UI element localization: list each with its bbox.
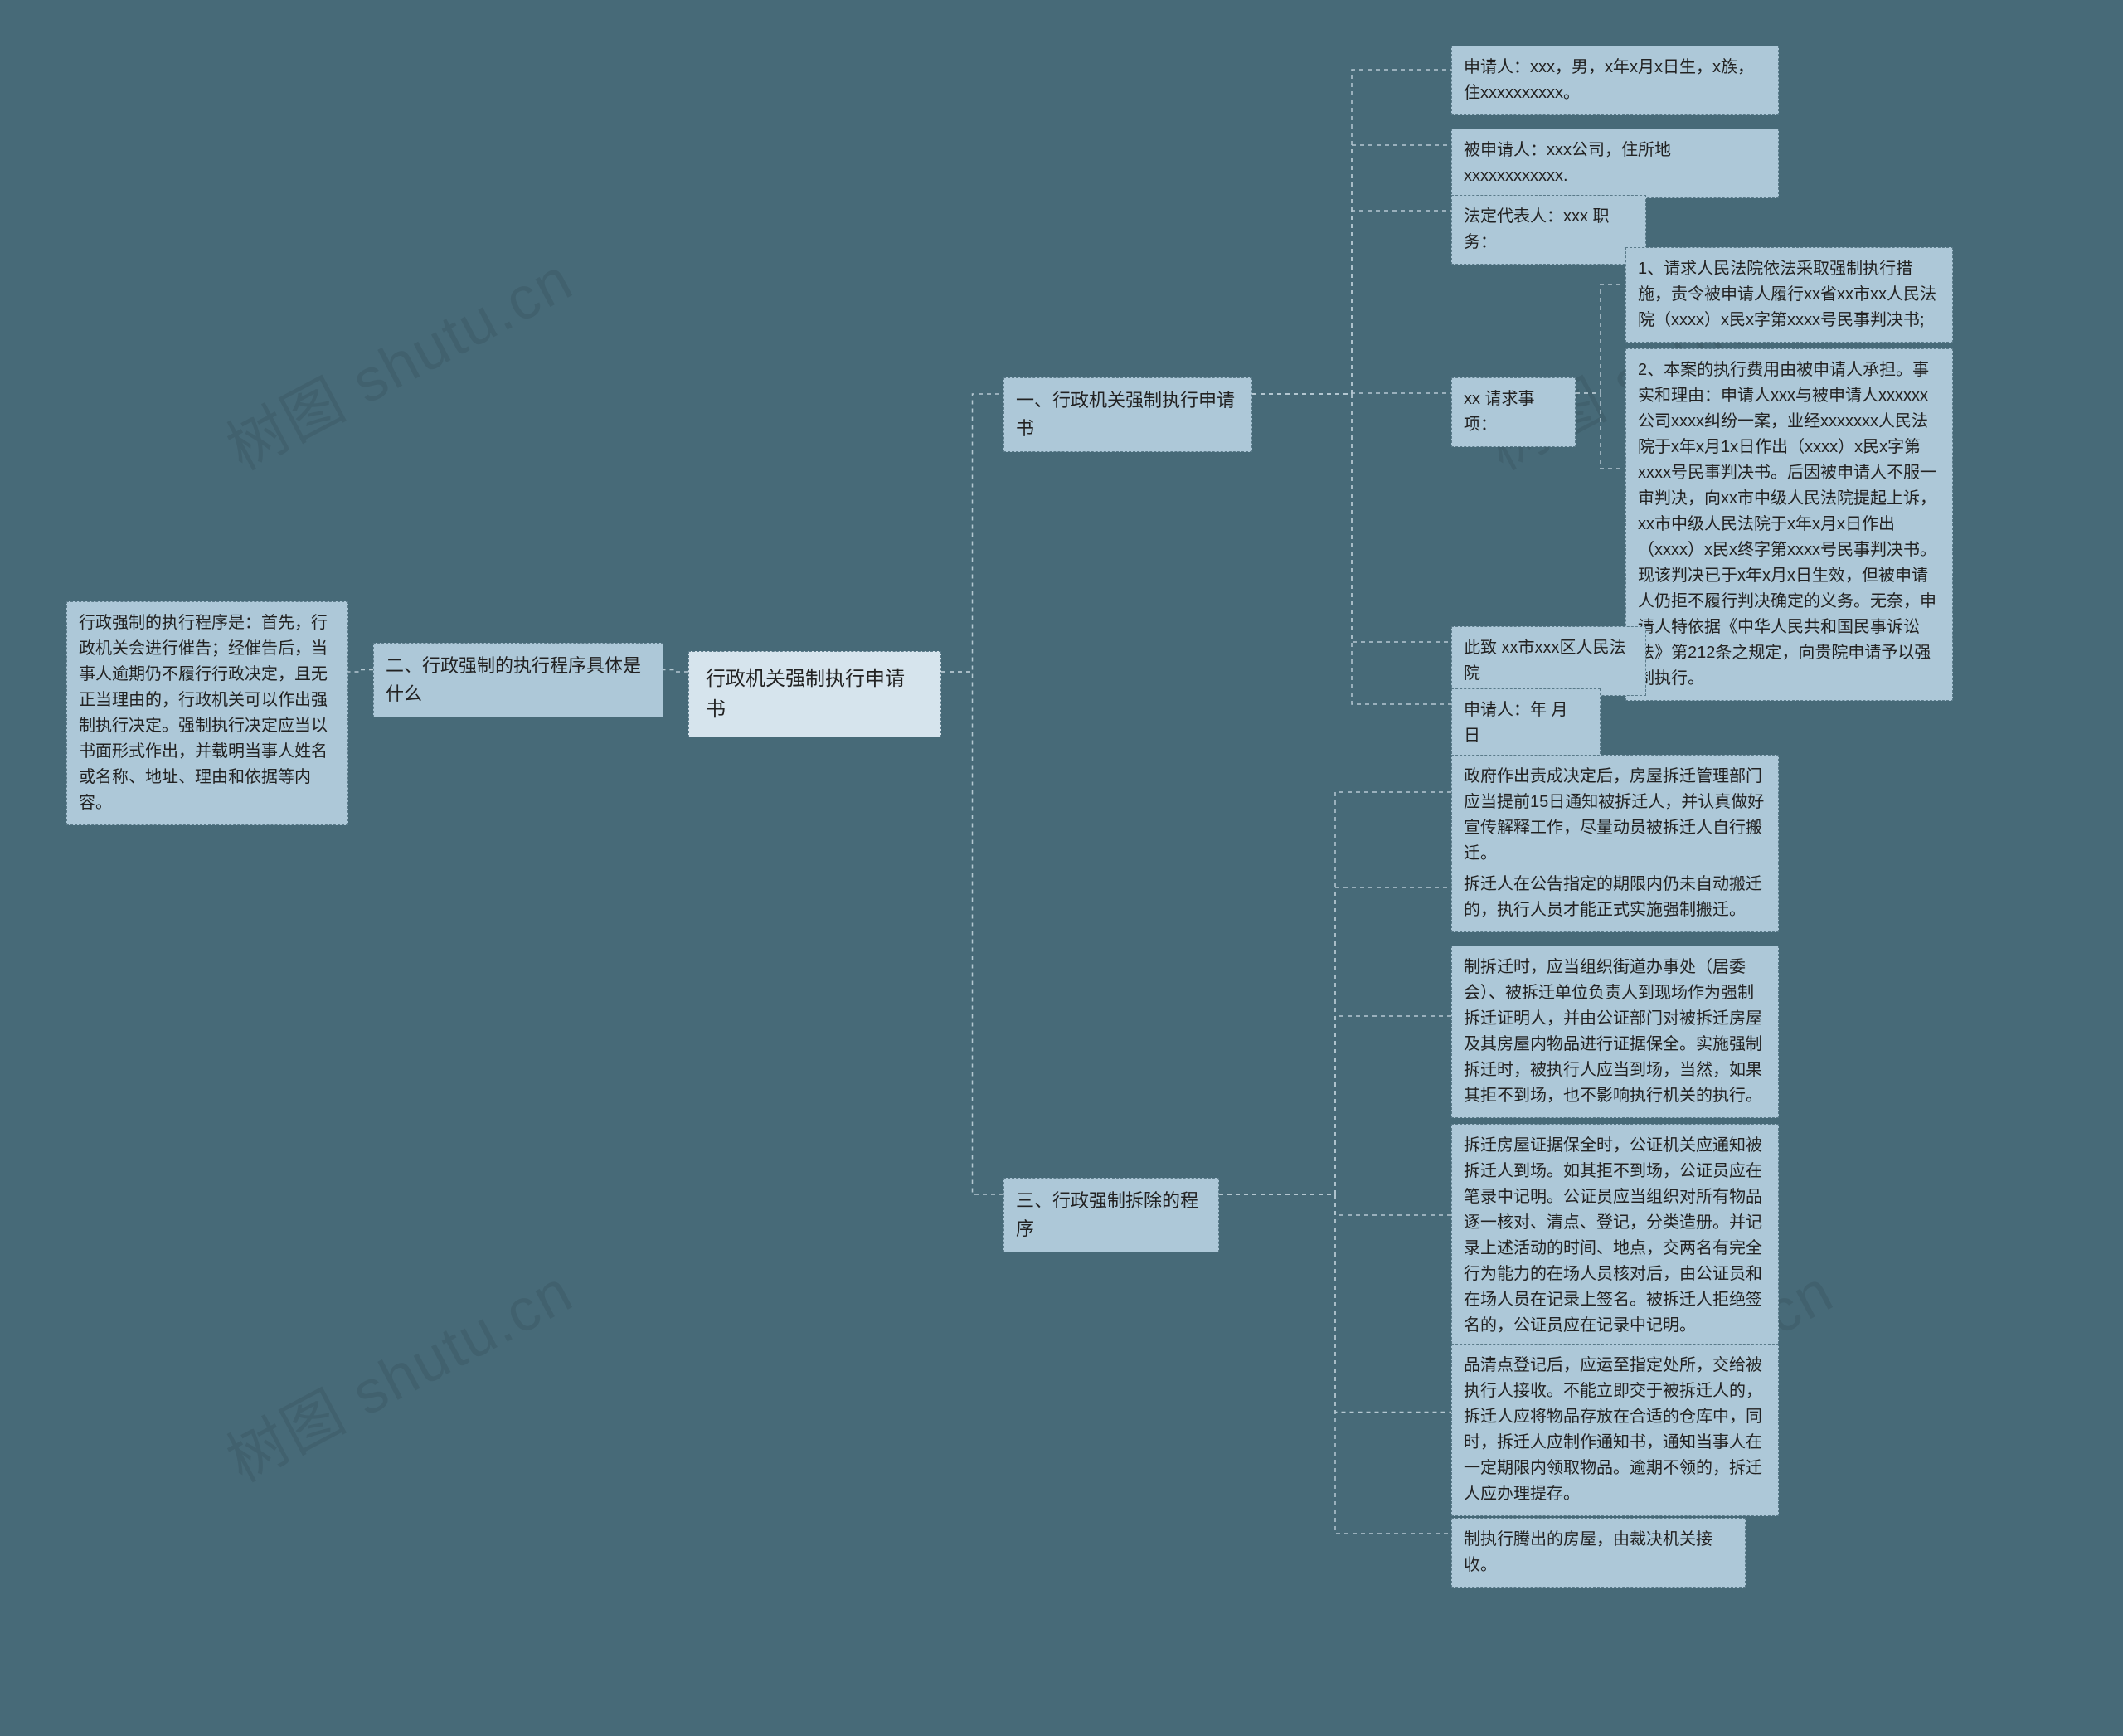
leaf-b3-1: 政府作出责成决定后，房屋拆迁管理部门应当提前15日通知被拆迁人，并认真做好宣传解… (1451, 755, 1779, 876)
root-node: 行政机关强制执行申请书 (688, 651, 941, 737)
branch-b1: 一、行政机关强制执行申请书 (1003, 377, 1252, 452)
leaf-b1-4: xx 请求事项： (1451, 377, 1576, 447)
leaf-b1-1: 申请人：xxx，男，x年x月x日生，x族，住xxxxxxxxxx。 (1451, 46, 1779, 115)
branch-b3: 三、行政强制拆除的程序 (1003, 1178, 1219, 1252)
leaf-b3-3: 制拆迁时，应当组织街道办事处（居委会）、被拆迁单位负责人到现场作为强制拆迁证明人… (1451, 946, 1779, 1118)
watermark: 树图 shutu.cn (209, 1243, 585, 1499)
leaf-b1-4-1: 1、请求人民法院依法采取强制执行措施，责令被申请人履行xx省xx市xx人民法院（… (1625, 247, 1953, 343)
branch-b2: 二、行政强制的执行程序具体是什么 (373, 643, 663, 717)
leaf-b1-3: 法定代表人：xxx 职务： (1451, 195, 1646, 265)
watermark: 树图 shutu.cn (209, 231, 585, 487)
mindmap-canvas: 树图 shutu.cn 树图 shutu.cn 树图 shutu.cn 树图 s… (0, 0, 2123, 1736)
leaf-b2-1: 行政强制的执行程序是：首先，行政机关会进行催告；经催告后，当事人逾期仍不履行行政… (66, 601, 348, 825)
leaf-b3-4: 拆迁房屋证据保全时，公证机关应通知被拆迁人到场。如其拒不到场，公证员应在笔录中记… (1451, 1124, 1779, 1348)
leaf-b3-6: 制执行腾出的房屋，由裁决机关接收。 (1451, 1518, 1746, 1588)
leaf-b1-6: 申请人：年 月 日 (1451, 688, 1601, 758)
leaf-b3-5: 品清点登记后，应运至指定处所，交给被执行人接收。不能立即交于被拆迁人的，拆迁人应… (1451, 1344, 1779, 1516)
leaf-b1-2: 被申请人：xxx公司，住所地xxxxxxxxxxxx. (1451, 129, 1779, 198)
leaf-b3-2: 拆迁人在公告指定的期限内仍未自动搬迁的，执行人员才能正式实施强制搬迁。 (1451, 863, 1779, 932)
leaf-b1-5: 此致 xx市xxx区人民法院 (1451, 626, 1646, 696)
leaf-b1-4-2: 2、本案的执行费用由被申请人承担。事实和理由：申请人xxx与被申请人xxxxxx… (1625, 348, 1953, 701)
